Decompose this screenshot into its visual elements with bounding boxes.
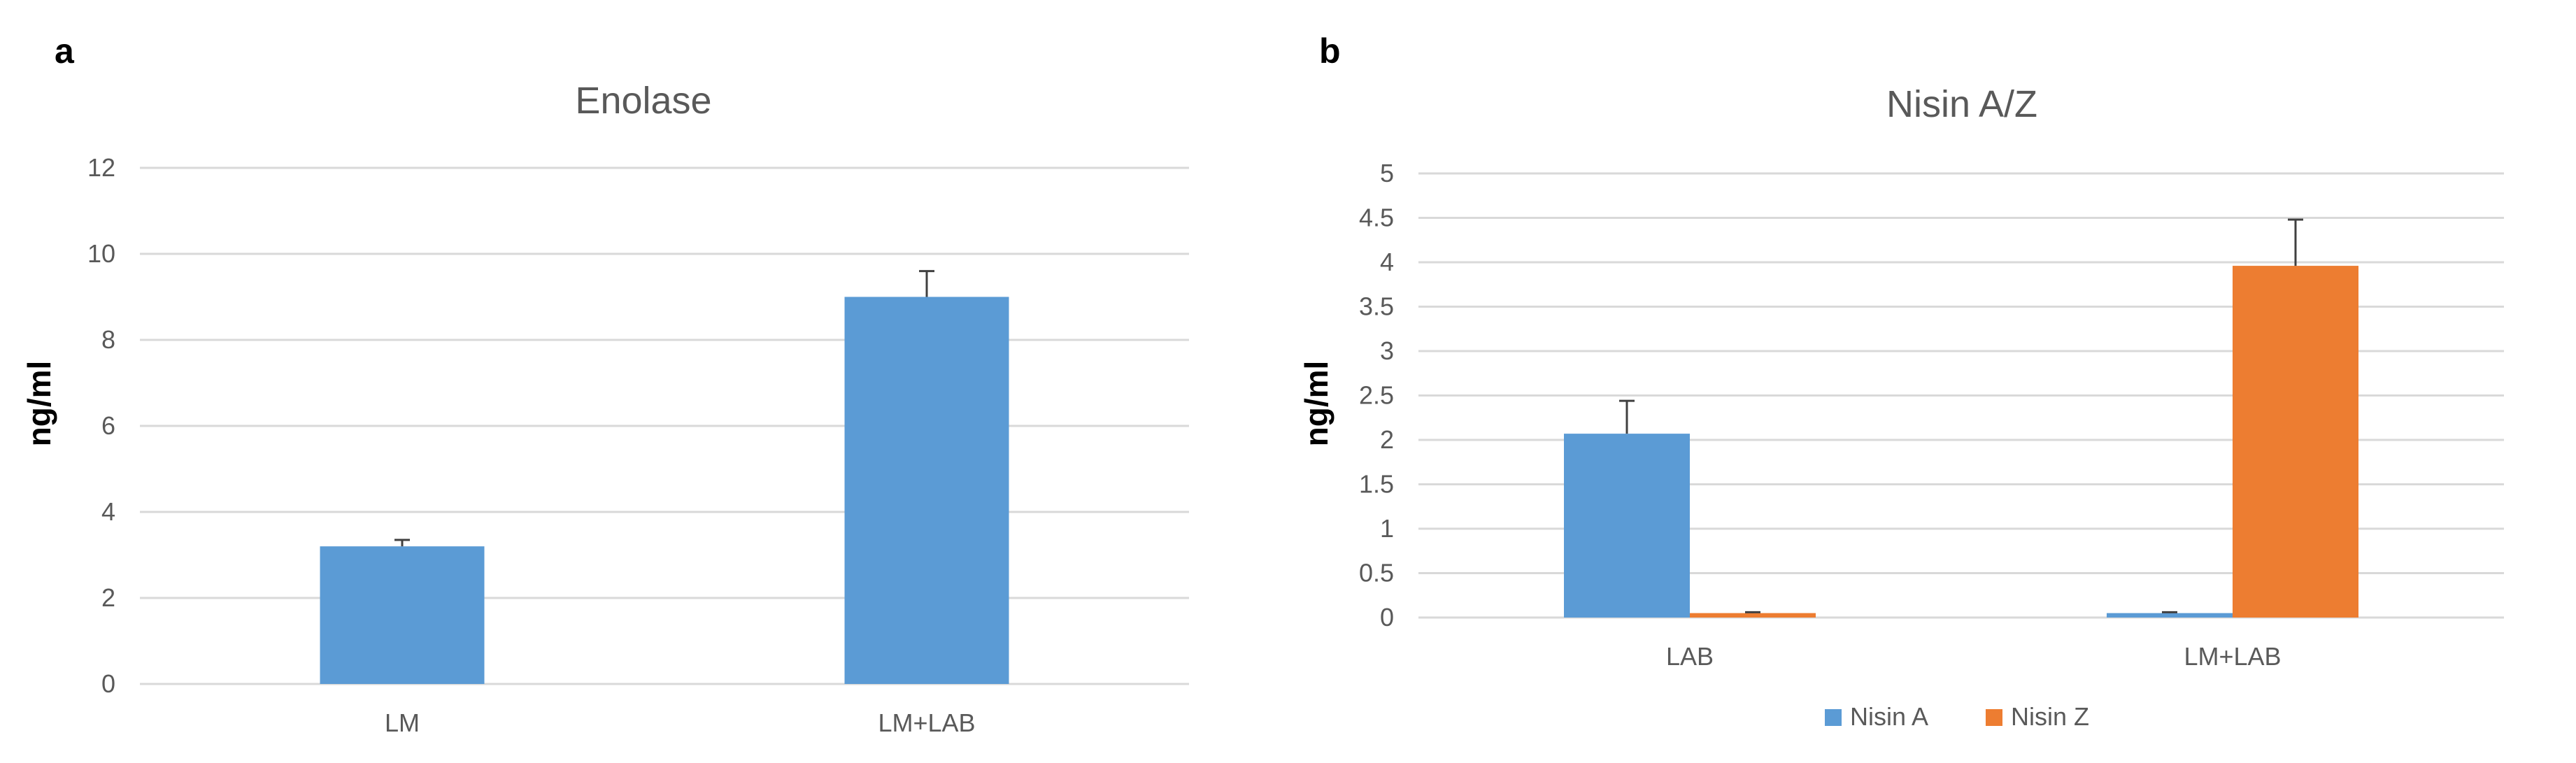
bar [1690, 613, 1816, 618]
y-axis-label-a: ng/ml [21, 361, 57, 447]
y-tick-label: 10 [87, 239, 115, 268]
y-tick-label: 0 [101, 669, 115, 698]
bar [2107, 613, 2233, 618]
bar [1564, 434, 1690, 618]
y-tick-label: 0 [1380, 603, 1394, 632]
panel-letter-a: a [55, 31, 75, 71]
y-tick-label: 1.5 [1359, 470, 1394, 499]
legend-swatch [1825, 709, 1842, 726]
y-tick-label: 3.5 [1359, 292, 1394, 321]
x-tick-label: LM+LAB [2184, 642, 2281, 671]
chart-title-a: Enolase [575, 80, 711, 122]
bars-a [320, 270, 1009, 684]
y-tick-label: 0.5 [1359, 559, 1394, 587]
y-tick-label: 4.5 [1359, 204, 1394, 232]
chart-panel-b: b Nisin A/Z ng/ml 00.511.522.533.544.55 … [1298, 31, 2504, 731]
panel-letter-b: b [1319, 31, 1341, 71]
y-tick-label: 8 [101, 325, 115, 354]
y-tick-labels-b: 0 0.5 1 1.5 2 2.5 3 3.5 4 4.5 5 [1359, 159, 1394, 632]
y-tick-label: 5 [1380, 159, 1394, 187]
gridlines-a [140, 166, 1189, 685]
y-tick-label: 3 [1380, 336, 1394, 365]
x-tick-labels-b: LAB LM+LAB [1666, 642, 2282, 671]
legend-entry: Nisin Z [2011, 702, 2089, 731]
y-tick-label: 4 [101, 497, 115, 526]
bar [2233, 266, 2358, 618]
legend-swatch [1986, 709, 2002, 726]
legend-entry: Nisin A [1850, 702, 1928, 731]
y-tick-label: 4 [1380, 248, 1394, 276]
y-tick-label: 12 [87, 153, 115, 182]
bar [844, 297, 1009, 684]
x-tick-label: LAB [1666, 642, 1714, 671]
y-tick-label: 6 [101, 411, 115, 440]
legend-b: Nisin A Nisin Z [1825, 702, 2089, 731]
y-tick-labels-a: 0 2 4 6 8 10 12 [87, 153, 115, 698]
chart-title-b: Nisin A/Z [1886, 83, 2037, 125]
x-tick-label: LM [385, 708, 420, 737]
y-tick-label: 2 [101, 583, 115, 612]
x-tick-labels-a: LM LM+LAB [385, 708, 976, 737]
y-axis-label-b: ng/ml [1298, 361, 1335, 447]
bar [320, 546, 485, 684]
chart-panel-a: a Enolase ng/ml 0 2 4 6 8 10 12 LM LM+LAB [21, 31, 1189, 737]
x-tick-label: LM+LAB [878, 708, 975, 737]
y-tick-label: 1 [1380, 514, 1394, 543]
y-tick-label: 2.5 [1359, 381, 1394, 410]
y-tick-label: 2 [1380, 425, 1394, 454]
bars-b [1564, 218, 2358, 618]
